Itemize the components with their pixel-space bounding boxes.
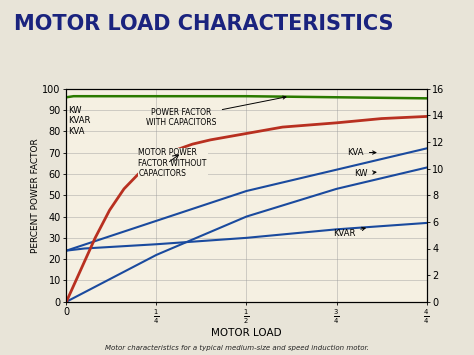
X-axis label: MOTOR LOAD: MOTOR LOAD — [211, 328, 282, 338]
Text: KW
KVAR
KVA: KW KVAR KVA — [68, 106, 91, 136]
Text: POWER FACTOR
WITH CAPACITORS: POWER FACTOR WITH CAPACITORS — [146, 96, 286, 127]
Text: KVAR: KVAR — [333, 227, 365, 238]
Text: Motor characteristics for a typical medium-size and speed induction motor.: Motor characteristics for a typical medi… — [105, 345, 369, 351]
Text: MOTOR LOAD CHARACTERISTICS: MOTOR LOAD CHARACTERISTICS — [14, 14, 394, 34]
Text: KW: KW — [355, 169, 376, 178]
Text: KVA: KVA — [347, 148, 376, 157]
Y-axis label: PERCENT POWER FACTOR: PERCENT POWER FACTOR — [31, 138, 40, 253]
Text: MOTOR POWER
FACTOR WITHOUT
CAPACITORS: MOTOR POWER FACTOR WITHOUT CAPACITORS — [138, 148, 207, 178]
